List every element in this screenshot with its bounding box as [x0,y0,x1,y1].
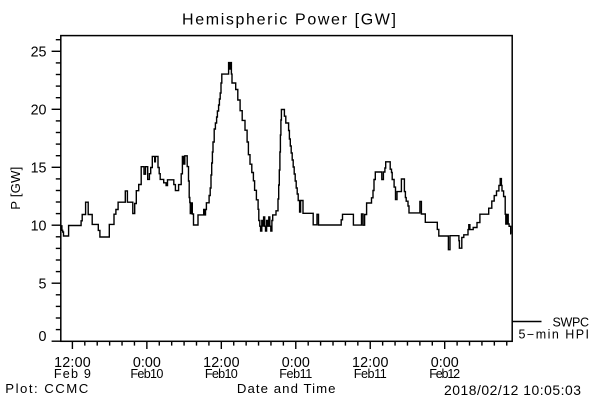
svg-text:12:00: 12:00 [352,355,389,371]
svg-text:P [GW]: P [GW] [8,167,23,210]
svg-text:Feb10: Feb10 [130,367,163,381]
svg-text:Hemispheric Power [GW]: Hemispheric Power [GW] [182,11,396,28]
svg-text:Date and Time: Date and Time [237,381,336,396]
svg-text:5−min HPI: 5−min HPI [519,327,590,341]
svg-text:2018/02/12 10:05:03: 2018/02/12 10:05:03 [444,382,581,398]
svg-text:20: 20 [31,103,47,119]
svg-text:0:00: 0:00 [282,355,310,371]
svg-text:Feb11: Feb11 [279,367,312,381]
svg-text:12:00: 12:00 [54,355,91,371]
svg-text:10: 10 [31,218,47,234]
svg-text:SWPC: SWPC [553,315,590,329]
svg-text:Plot: CCMC: Plot: CCMC [5,381,88,396]
svg-text:12:00: 12:00 [203,355,240,371]
svg-text:0:00: 0:00 [133,355,161,371]
svg-text:15: 15 [31,161,47,177]
svg-text:25: 25 [31,45,47,61]
svg-text:0:00: 0:00 [431,355,459,371]
svg-text:5: 5 [39,276,47,292]
svg-text:Feb11: Feb11 [354,367,387,381]
svg-text:Feb10: Feb10 [205,367,238,381]
svg-text:Feb 9: Feb 9 [54,367,91,381]
svg-text:Feb12: Feb12 [429,367,460,381]
svg-text:0: 0 [39,329,47,345]
